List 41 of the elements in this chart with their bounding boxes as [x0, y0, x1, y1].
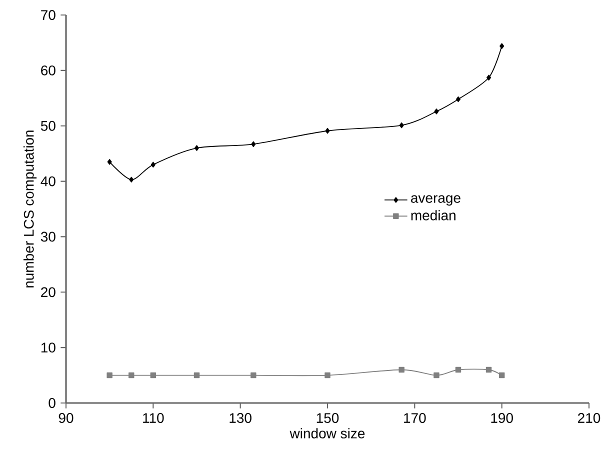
x-tick-label: 150 [316, 413, 339, 423]
y-tick-label: 70 [41, 10, 56, 20]
point [150, 162, 156, 168]
point [128, 372, 134, 378]
point [129, 176, 134, 182]
point [398, 366, 404, 373]
point [251, 141, 256, 148]
point [456, 96, 461, 102]
point [434, 108, 439, 114]
y-tick-label: 60 [41, 65, 56, 76]
point [325, 128, 330, 134]
x-tick-label: 110 [143, 413, 164, 423]
y-tick-label: 40 [40, 176, 56, 186]
point [455, 366, 462, 373]
point [399, 122, 404, 128]
y-tick-label: 0 [48, 398, 56, 408]
y-tick-label: 50 [40, 120, 56, 131]
point [498, 372, 505, 378]
x-tick-label: 210 [578, 413, 600, 423]
x-axis-title: window size [290, 428, 365, 438]
point [434, 372, 440, 378]
point [150, 372, 156, 378]
point [500, 43, 504, 49]
x-tick-label: 130 [230, 413, 252, 423]
y-tick-label: 10 [41, 342, 56, 353]
point [194, 372, 200, 378]
x-tick-label: 170 [404, 413, 426, 423]
x-tick-label: 190 [491, 413, 513, 423]
point [324, 372, 330, 378]
point [486, 74, 492, 81]
point [194, 145, 200, 151]
y-tick-label: 20 [41, 287, 56, 298]
point [106, 372, 112, 378]
y-tick-label: 30 [40, 232, 56, 242]
point [250, 372, 256, 378]
point [107, 159, 112, 165]
legend-label: median [411, 210, 456, 220]
y-axis-title: number LCS computation [24, 130, 37, 288]
point [486, 366, 492, 373]
x-tick-label: 90 [58, 413, 74, 423]
legend-label: average [411, 195, 460, 206]
